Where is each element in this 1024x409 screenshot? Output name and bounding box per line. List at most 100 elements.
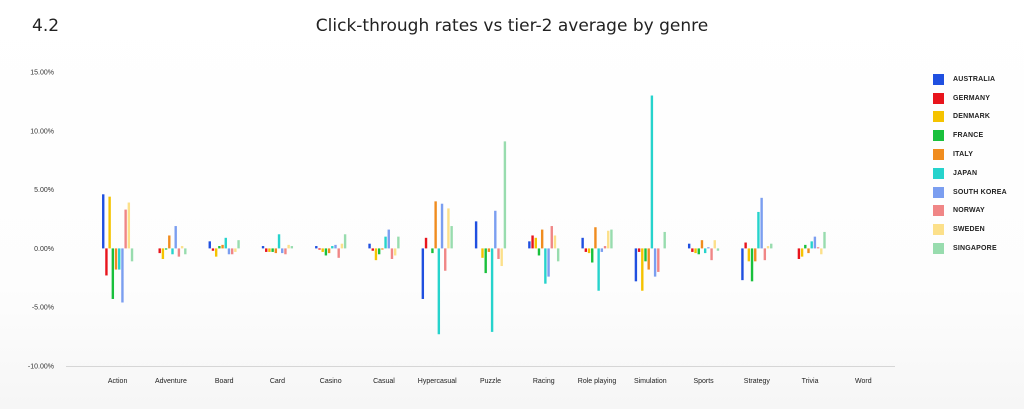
bar-singapore	[770, 243, 773, 249]
legend-swatch	[933, 224, 944, 236]
bar-italy	[274, 248, 278, 254]
bar-sweden	[713, 240, 716, 249]
bar-norway	[230, 248, 234, 255]
legend-item: SOUTH KOREA	[933, 183, 1007, 202]
bar-italy	[807, 248, 810, 254]
bar-germany	[158, 248, 161, 254]
bar-italy	[381, 248, 384, 250]
bar-south-korea	[547, 248, 550, 277]
chart-title: Click-through rates vs tier-2 average by…	[315, 16, 709, 36]
bar-singapore	[237, 240, 240, 249]
bar-australia	[261, 246, 265, 249]
legend-swatch	[933, 167, 944, 179]
bar-sweden	[607, 230, 610, 249]
legend-swatch	[933, 92, 944, 104]
bar-sweden	[234, 248, 237, 252]
bar-norway	[816, 247, 820, 249]
bar-japan	[118, 248, 121, 270]
x-tick-label: Simulation	[634, 378, 667, 385]
legend-item: DENMARK	[933, 108, 1007, 127]
bar-norway	[550, 226, 553, 249]
bar-denmark	[321, 248, 324, 252]
legend-swatch	[933, 130, 944, 142]
y-tick-label: 5.00%	[34, 187, 54, 194]
bar-germany	[318, 248, 321, 250]
bar-germany	[584, 248, 588, 252]
legend-label: NORWAY	[953, 207, 985, 215]
bar-italy	[487, 248, 491, 252]
bar-sweden	[766, 246, 770, 249]
legend-swatch	[933, 111, 944, 123]
bar-france	[218, 246, 221, 249]
bar-denmark	[534, 237, 537, 249]
x-tick-label: Role playing	[578, 378, 617, 385]
bar-japan	[757, 211, 760, 249]
bar-denmark	[694, 248, 697, 254]
bar-australia	[208, 241, 211, 249]
bar-france	[697, 248, 700, 255]
bar-japan	[703, 248, 707, 254]
legend-label: FRANCE	[953, 132, 984, 140]
x-tick-label: Trivia	[802, 378, 819, 385]
bar-france	[271, 248, 274, 252]
bar-south-korea	[600, 248, 604, 252]
bar-japan	[384, 236, 387, 249]
bar-south-korea	[440, 203, 444, 249]
bar-australia	[687, 243, 691, 249]
y-tick-label: -10.00%	[28, 364, 54, 371]
bar-norway	[177, 248, 181, 257]
bar-japan	[171, 248, 174, 255]
bar-australia	[741, 248, 744, 281]
bar-france	[644, 248, 647, 262]
bar-singapore	[716, 248, 720, 251]
legend-label: SWEDEN	[953, 226, 985, 234]
legend-item: JAPAN	[933, 164, 1007, 183]
bar-australia	[368, 243, 371, 249]
bar-germany	[105, 248, 108, 276]
bar-south-korea	[227, 248, 231, 255]
bar-japan	[544, 248, 547, 284]
bar-france	[431, 248, 434, 254]
bar-japan	[650, 95, 654, 249]
bar-japan	[331, 246, 334, 249]
bar-singapore	[290, 246, 294, 249]
legend-label: SINGAPORE	[953, 245, 997, 253]
bar-denmark	[161, 248, 165, 259]
bar-japan	[437, 248, 441, 335]
x-tick-label: Casual	[373, 378, 395, 385]
bar-sweden	[820, 248, 823, 255]
bar-sweden	[393, 248, 397, 256]
bar-norway	[603, 246, 607, 249]
legend-swatch	[933, 186, 944, 198]
bar-france	[537, 248, 541, 256]
bar-sweden	[447, 208, 450, 249]
section-number: 4.2	[32, 16, 60, 36]
bar-denmark	[374, 248, 378, 261]
bar-sweden	[340, 243, 344, 249]
bar-norway	[444, 248, 447, 271]
bar-singapore	[503, 141, 507, 249]
legend-label: ITALY	[953, 151, 974, 159]
bar-italy	[594, 227, 597, 249]
legend-item: AUSTRALIA	[933, 70, 1007, 89]
bar-germany	[265, 248, 268, 252]
legend-label: DENMARK	[953, 113, 991, 121]
bar-denmark	[481, 248, 484, 258]
bar-sweden	[127, 202, 131, 249]
legend-label: GERMANY	[953, 94, 991, 102]
bar-france	[164, 248, 168, 250]
bar-france	[591, 248, 594, 263]
bar-germany	[424, 237, 428, 249]
bar-south-korea	[174, 226, 177, 249]
x-tick-label: Puzzle	[480, 378, 501, 385]
bar-singapore	[397, 236, 400, 249]
bar-norway	[657, 248, 660, 272]
x-tick-label: Strategy	[744, 378, 771, 385]
bar-south-korea	[281, 248, 284, 254]
x-tick-label: Action	[108, 378, 128, 385]
bar-sweden	[553, 235, 557, 249]
legend-swatch	[933, 149, 944, 161]
bar-france	[750, 248, 754, 282]
bar-australia	[102, 194, 105, 249]
